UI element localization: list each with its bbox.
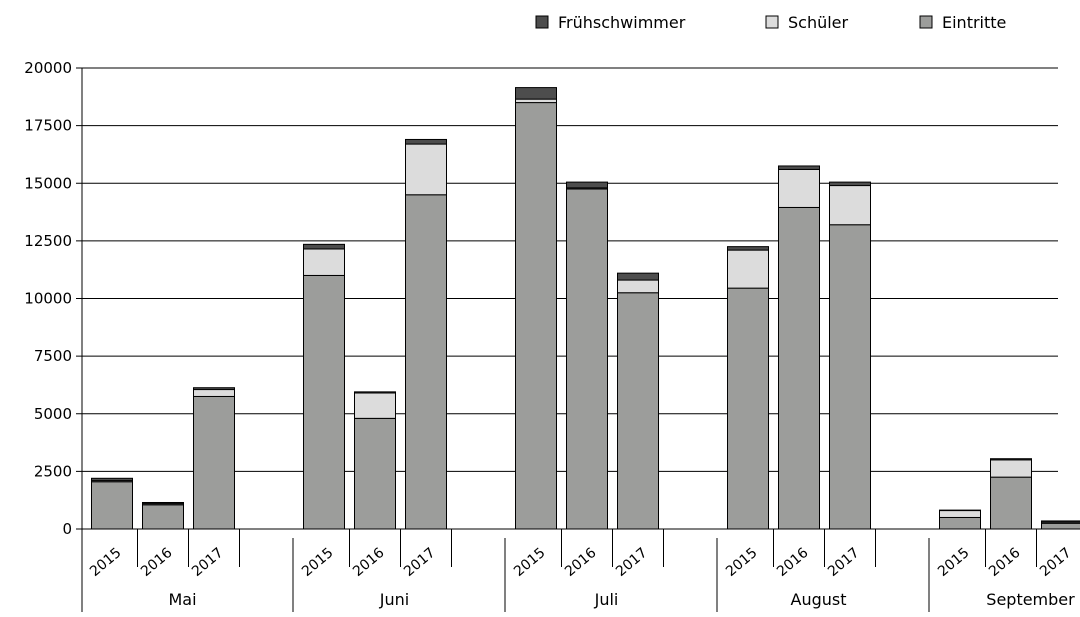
- bar-juni-2017-schüler: [405, 143, 447, 196]
- x-label-mai-2015: 2015: [87, 545, 125, 580]
- x-label-juli-2016: 2016: [562, 545, 600, 580]
- bar-juni-2015-schüler: [303, 248, 345, 276]
- bar-september-2016-frühschwimmer: [990, 458, 1032, 461]
- bar-juli-2016-eintritte: [566, 188, 608, 530]
- bar-september-2016-schüler: [990, 459, 1032, 478]
- bar-august-2015-eintritte: [727, 287, 769, 530]
- y-tick-label-0: 0: [62, 520, 72, 538]
- bar-mai-2016-eintritte: [142, 504, 184, 530]
- bar-mai-2017-schüler: [193, 389, 235, 397]
- bar-juni-2016-eintritte: [354, 417, 396, 530]
- bar-september-2015-schüler: [939, 510, 981, 518]
- bar-august-2017-frühschwimmer: [829, 181, 871, 187]
- legend-label-schüler: Schüler: [788, 13, 849, 32]
- x-label-september-2016: 2016: [986, 545, 1024, 580]
- bar-juni-2016-schüler: [354, 392, 396, 419]
- y-tick-label-10000: 10000: [24, 290, 72, 308]
- bar-september-2015-eintritte: [939, 516, 981, 530]
- bar-august-2016-frühschwimmer: [778, 165, 820, 170]
- bar-september-2016-eintritte: [990, 476, 1032, 530]
- x-label-august-2017: 2017: [825, 545, 863, 580]
- group-label-august: August: [791, 590, 847, 609]
- y-tick-label-17500: 17500: [24, 117, 72, 135]
- bar-mai-2017-frühschwimmer: [193, 387, 235, 391]
- bar-august-2016-schüler: [778, 168, 820, 208]
- bar-juli-2015-frühschwimmer: [515, 87, 557, 100]
- group-label-juni: Juni: [379, 590, 409, 609]
- bar-juni-2016-frühschwimmer: [354, 391, 396, 394]
- bar-juni-2015-eintritte: [303, 274, 345, 530]
- bar-august-2015-frühschwimmer: [727, 246, 769, 251]
- bar-august-2015-schüler: [727, 249, 769, 289]
- bar-august-2017-eintritte: [829, 224, 871, 530]
- y-tick-label-5000: 5000: [34, 405, 72, 423]
- group-label-mai: Mai: [168, 590, 196, 609]
- x-label-september-2017: 2017: [1037, 545, 1075, 580]
- bar-juli-2017-eintritte: [617, 292, 659, 530]
- bar-august-2016-eintritte: [778, 206, 820, 530]
- bar-mai-2016-frühschwimmer: [142, 501, 184, 505]
- bar-august-2017-schüler: [829, 185, 871, 226]
- x-label-september-2015: 2015: [935, 545, 973, 580]
- legend-label-eintritte: Eintritte: [942, 13, 1006, 32]
- bar-juni-2015-frühschwimmer: [303, 243, 345, 250]
- x-label-juni-2015: 2015: [299, 545, 337, 580]
- bar-mai-2015-eintritte: [91, 481, 133, 530]
- bar-juni-2017-frühschwimmer: [405, 138, 447, 145]
- bar-mai-2015-frühschwimmer: [91, 477, 133, 482]
- x-label-juni-2016: 2016: [350, 545, 388, 580]
- legend-swatch-eintritte: [919, 15, 933, 29]
- bar-juli-2016-frühschwimmer: [566, 181, 608, 189]
- x-label-august-2015: 2015: [723, 545, 761, 580]
- bar-juli-2015-eintritte: [515, 102, 557, 530]
- bar-juni-2017-eintritte: [405, 194, 447, 530]
- bar-september-2017-frühschwimmer: [1041, 520, 1080, 523]
- y-tick-label-2500: 2500: [34, 462, 72, 480]
- bar-mai-2017-eintritte: [193, 395, 235, 530]
- x-label-juni-2017: 2017: [401, 545, 439, 580]
- y-tick-label-12500: 12500: [24, 232, 72, 250]
- x-label-juli-2015: 2015: [511, 545, 549, 580]
- y-tick-label-20000: 20000: [24, 59, 72, 77]
- bar-juli-2017-schüler: [617, 279, 659, 294]
- x-label-mai-2017: 2017: [189, 545, 227, 580]
- x-label-august-2016: 2016: [774, 545, 812, 580]
- y-tick-label-7500: 7500: [34, 347, 72, 365]
- legend-swatch-frühschwimmer: [535, 15, 549, 29]
- x-label-juli-2017: 2017: [613, 545, 651, 580]
- bar-september-2017-eintritte: [1041, 522, 1080, 530]
- legend-swatch-schüler: [765, 15, 779, 29]
- x-label-mai-2016: 2016: [138, 545, 176, 580]
- bar-juli-2015-schüler: [515, 98, 557, 104]
- group-label-juli: Juli: [594, 590, 619, 609]
- legend-label-frühschwimmer: Frühschwimmer: [558, 13, 686, 32]
- y-tick-label-15000: 15000: [24, 174, 72, 192]
- bar-juli-2017-frühschwimmer: [617, 272, 659, 281]
- group-label-september: September: [986, 590, 1075, 609]
